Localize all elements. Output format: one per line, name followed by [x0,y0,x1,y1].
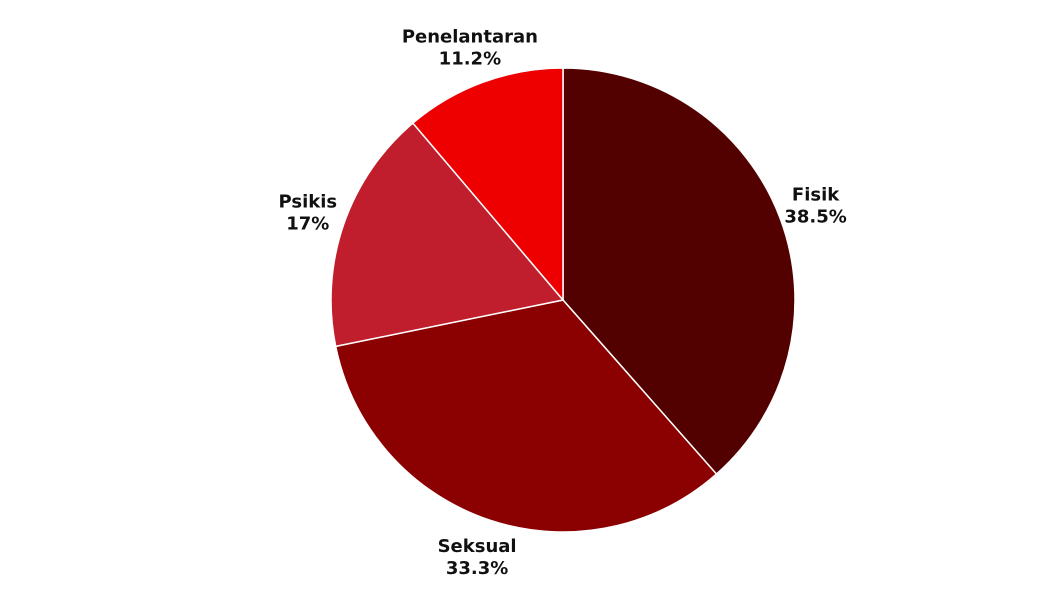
pie-label-category: Seksual [438,536,517,557]
pie-label-value: 11.2% [439,49,501,70]
pie-label-fisik: Fisik 38.5% [784,185,846,228]
pie-slice-penelantaran [411,67,564,303]
pie-label-category: Fisik [792,185,840,206]
pie-slices [330,67,796,533]
pie-label-value: 17% [286,214,329,235]
pie-label-penelantaran: Penelantaran 11.2% [402,27,538,70]
pie-label-category: Psikis [278,192,337,213]
pie-label-value: 33.3% [446,558,508,579]
pie-labels: Fisik 38.5% Seksual 33.3% Psikis 17% Penelanta… [278,27,846,580]
pie-slice-psikis [330,122,565,348]
pie-label-psikis: Psikis 17% [278,192,337,235]
pie-label-value: 38.5% [784,207,846,228]
pie-label-seksual: Seksual 33.3% [438,536,517,579]
pie-slice-seksual [334,299,718,533]
pie-label-category: Penelantaran [402,27,538,48]
pie-slice-fisik [562,67,796,476]
